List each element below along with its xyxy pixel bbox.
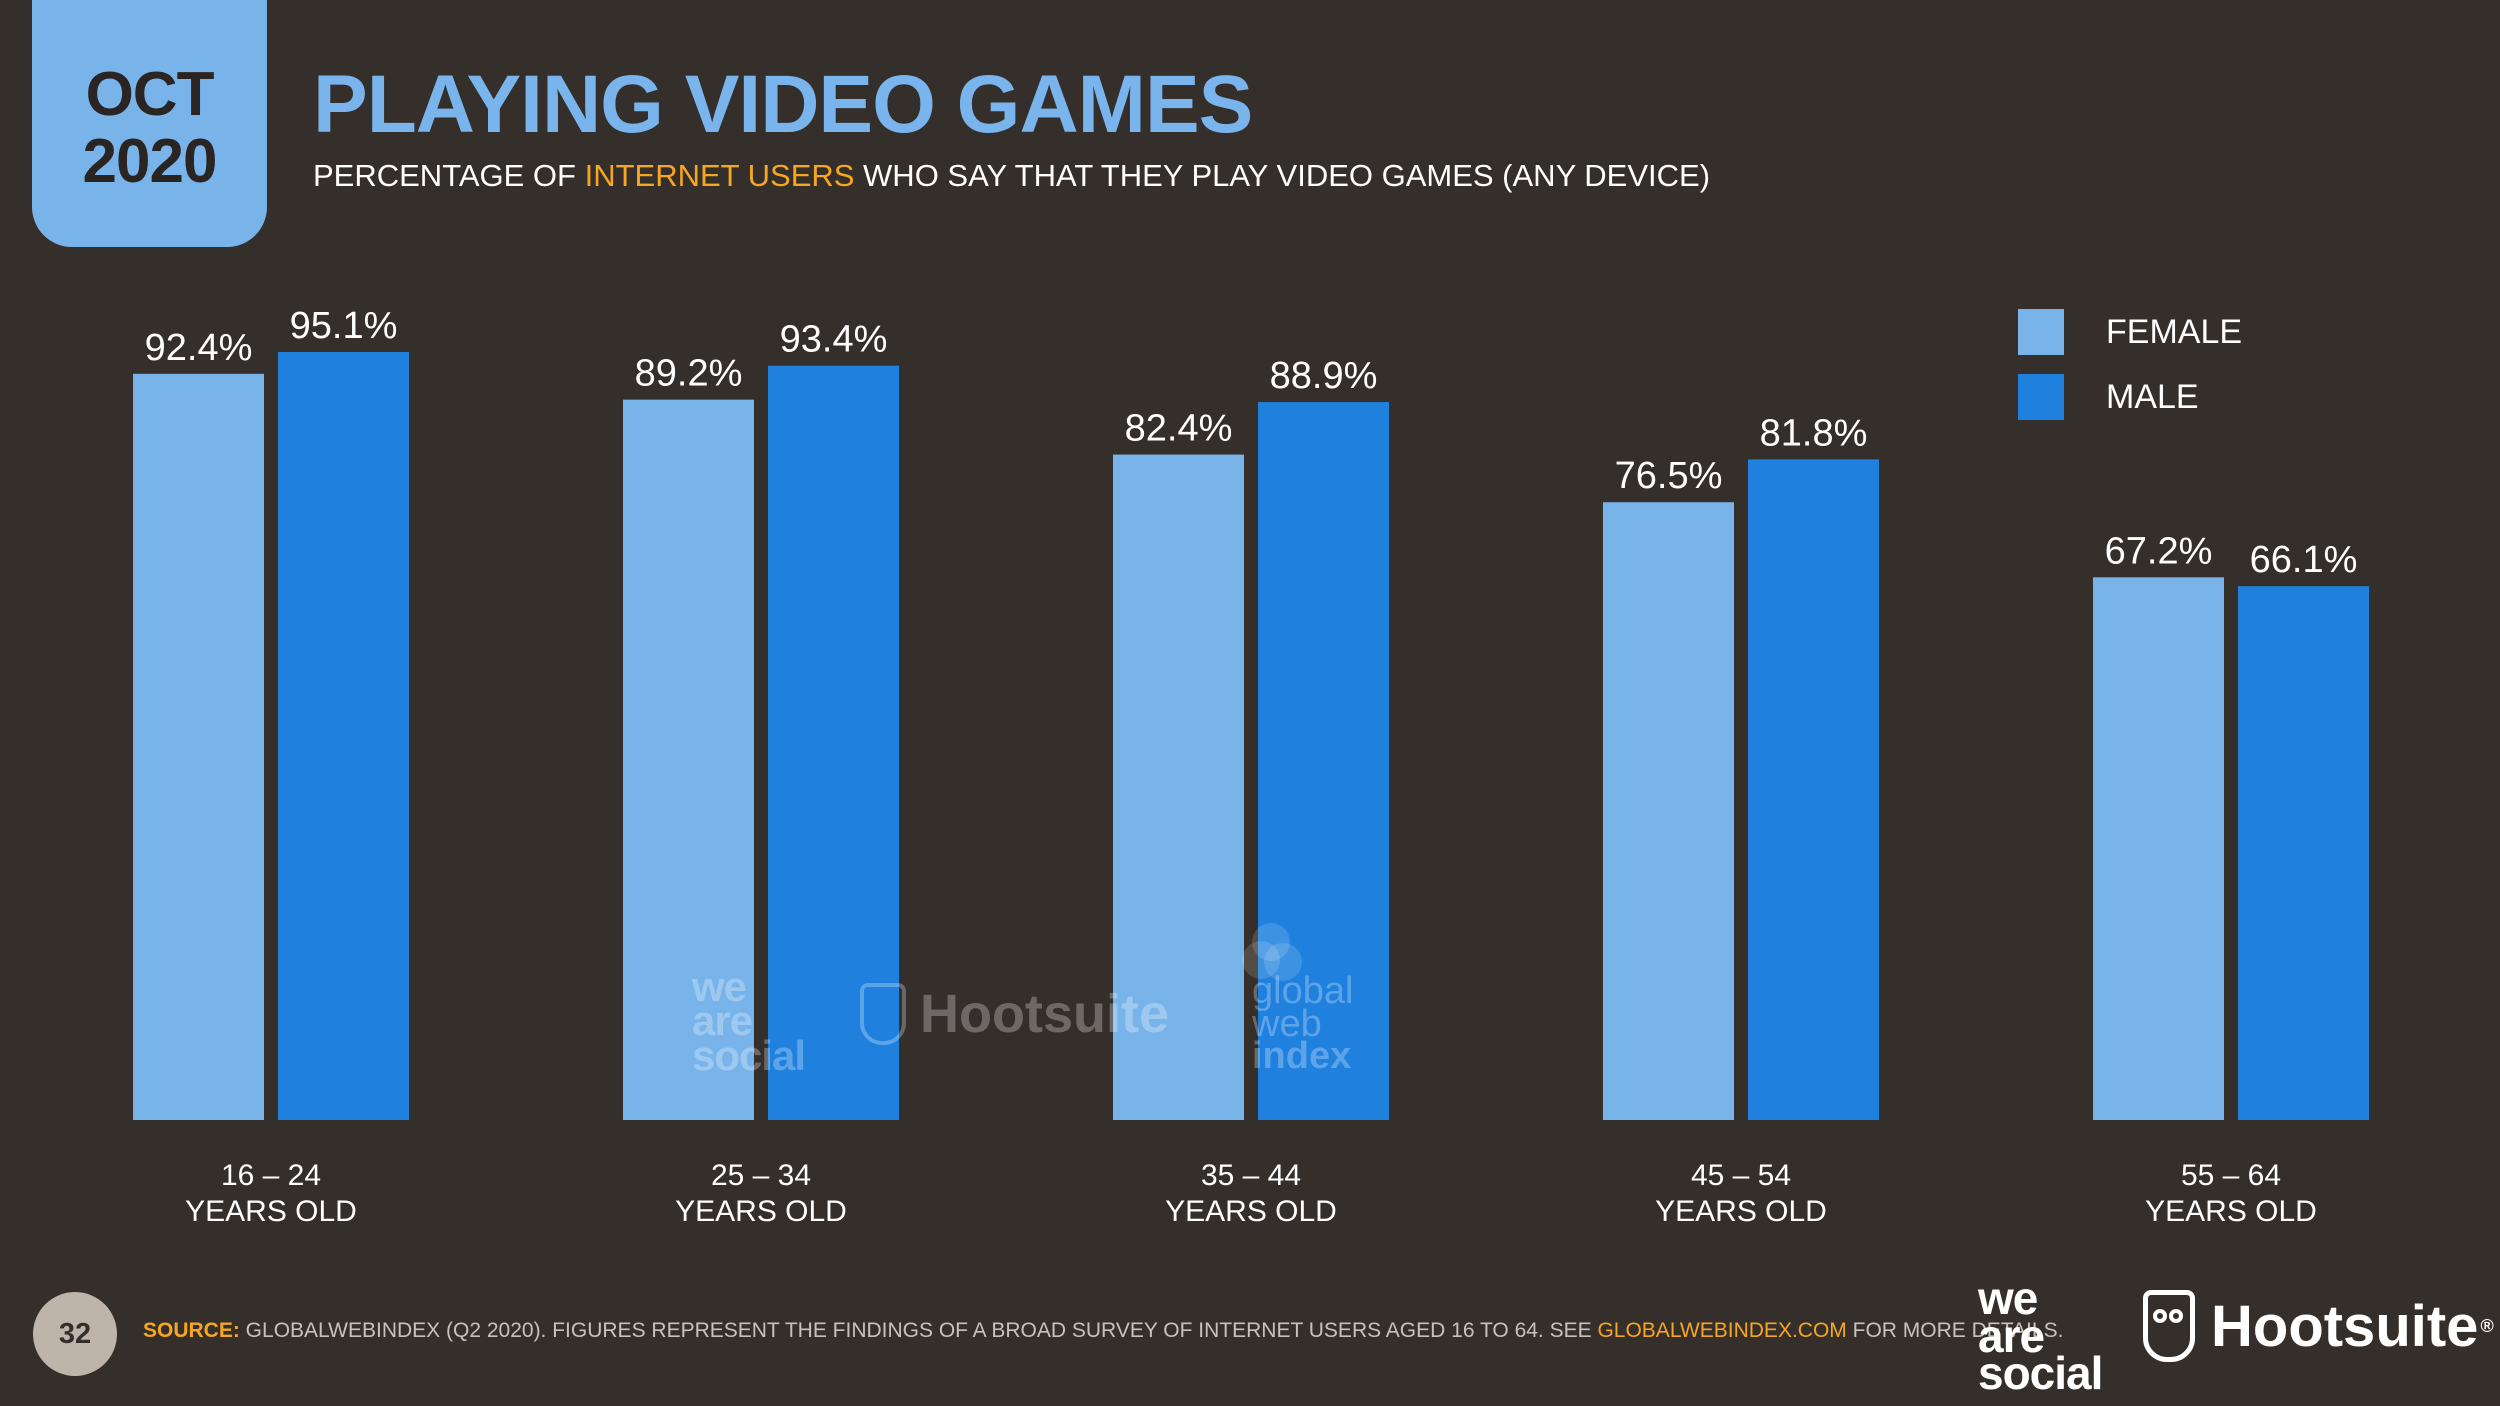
bar-male-1 bbox=[278, 352, 409, 1120]
hootsuite-logo-text: Hootsuite bbox=[2211, 1293, 2479, 1359]
source-text: GLOBALWEBINDEX (Q2 2020). FIGURES REPRES… bbox=[239, 1319, 1598, 1342]
category-label-1-line-1: 16 – 24 bbox=[221, 1159, 321, 1192]
category-label-4-line-1: 45 – 54 bbox=[1691, 1159, 1791, 1192]
legend-label-female: FEMALE bbox=[2106, 312, 2243, 351]
date-year: 2020 bbox=[82, 126, 218, 196]
watermark-hootsuite: Hootsuite bbox=[860, 983, 1169, 1045]
owl-icon bbox=[860, 983, 906, 1045]
date-month: OCT bbox=[85, 59, 215, 129]
data-label-female-4: 76.5% bbox=[1615, 455, 1723, 497]
chart-legend: FEMALE MALE bbox=[2018, 308, 2242, 438]
source-note: SOURCE: GLOBALWEBINDEX (Q2 2020). FIGURE… bbox=[143, 1319, 2063, 1343]
data-label-female-1: 92.4% bbox=[145, 327, 253, 369]
data-label-male-2: 93.4% bbox=[780, 319, 888, 361]
we-are-social-logo: we are social bbox=[1978, 1272, 2103, 1400]
subtitle-pre: PERCENTAGE OF bbox=[313, 158, 585, 193]
bar-female-2 bbox=[623, 399, 754, 1120]
category-label-3-line-2: YEARS OLD bbox=[1165, 1195, 1337, 1228]
data-label-male-4: 81.8% bbox=[1760, 412, 1868, 454]
bar-female-4 bbox=[1603, 502, 1734, 1120]
legend-item-male: MALE bbox=[2018, 373, 2242, 421]
subtitle-highlight: INTERNET USERS bbox=[584, 158, 855, 193]
legend-label-male: MALE bbox=[2106, 377, 2199, 416]
source-label: SOURCE: bbox=[143, 1319, 240, 1342]
category-label-3-line-1: 35 – 44 bbox=[1201, 1159, 1301, 1192]
category-label-2-line-1: 25 – 34 bbox=[711, 1159, 811, 1192]
legend-item-female: FEMALE bbox=[2018, 308, 2242, 356]
registered-mark: ® bbox=[2480, 1315, 2494, 1336]
bar-female-5 bbox=[2093, 577, 2224, 1120]
data-label-female-3: 82.4% bbox=[1125, 408, 1233, 450]
category-label-4-line-2: YEARS OLD bbox=[1655, 1195, 1827, 1228]
data-label-male-1: 95.1% bbox=[290, 305, 398, 347]
source-end: FOR MORE DETAILS. bbox=[1846, 1319, 2064, 1342]
category-label-5-line-1: 55 – 64 bbox=[2181, 1159, 2281, 1192]
watermark-we-are-social: we are social bbox=[692, 963, 806, 1079]
bar-male-5 bbox=[2238, 586, 2369, 1120]
category-label-1-line-2: YEARS OLD bbox=[185, 1195, 357, 1228]
category-label-5-line-2: YEARS OLD bbox=[2145, 1195, 2317, 1228]
data-label-male-5: 66.1% bbox=[2250, 539, 2358, 581]
data-label-male-3: 88.9% bbox=[1270, 355, 1378, 397]
subtitle-post: WHO SAY THAT THEY PLAY VIDEO GAMES (ANY … bbox=[854, 158, 1711, 193]
watermark-globalwebindex: global web index bbox=[1242, 923, 1353, 1075]
data-label-female-5: 67.2% bbox=[2105, 530, 2213, 572]
category-label-2-line-2: YEARS OLD bbox=[675, 1195, 847, 1228]
date-tab: OCT 2020 bbox=[32, 0, 267, 247]
source-link[interactable]: GLOBALWEBINDEX.COM bbox=[1597, 1319, 1847, 1342]
page-title: PLAYING VIDEO GAMES bbox=[313, 59, 1253, 150]
legend-swatch-female bbox=[2018, 309, 2064, 355]
hootsuite-logo: Hootsuite ® bbox=[2143, 1290, 2494, 1362]
page-subtitle: PERCENTAGE OF INTERNET USERS WHO SAY THA… bbox=[313, 158, 1710, 194]
page-number: 32 bbox=[33, 1292, 117, 1376]
owl-icon bbox=[2143, 1290, 2195, 1362]
bar-female-3 bbox=[1113, 454, 1244, 1120]
bar-female-1 bbox=[133, 373, 264, 1120]
legend-swatch-male bbox=[2018, 374, 2064, 420]
bar-male-4 bbox=[1748, 459, 1879, 1120]
bar-male-3 bbox=[1258, 402, 1389, 1120]
data-label-female-2: 89.2% bbox=[635, 353, 743, 395]
gwi-circles-icon bbox=[1242, 923, 1302, 983]
